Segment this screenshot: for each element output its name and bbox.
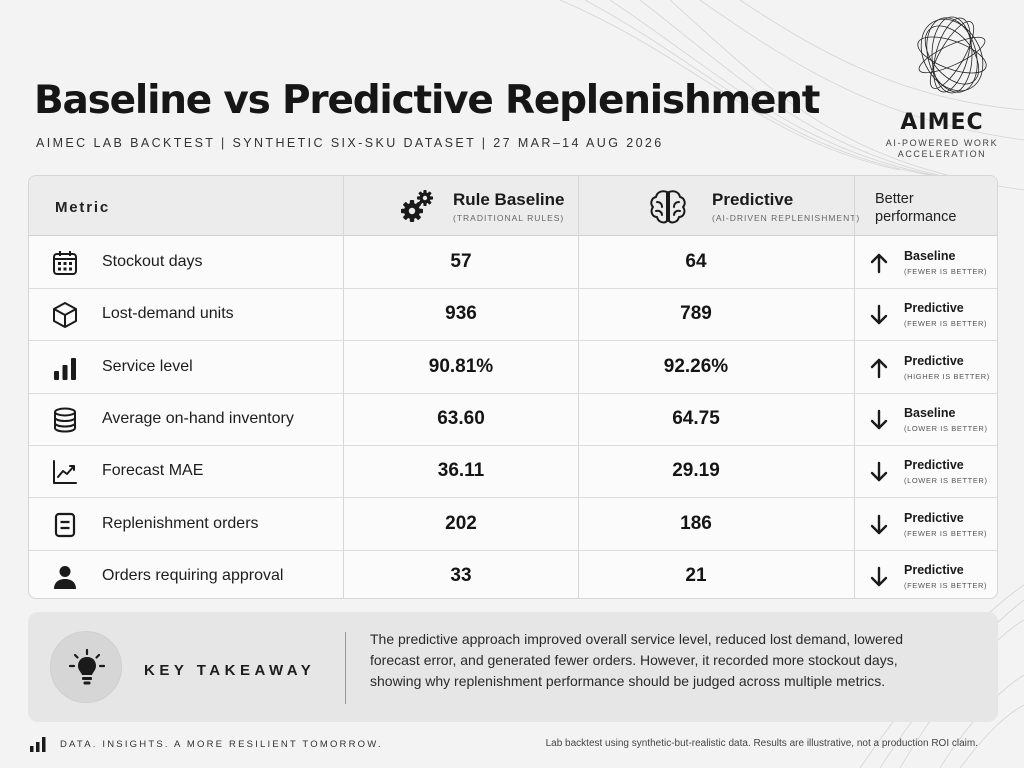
better-performer: Predictive	[904, 562, 964, 577]
better-column-header: Better performance	[875, 190, 956, 226]
footer-slogan-text: DATA. INSIGHTS. A MORE RESILIENT TOMORRO…	[60, 739, 383, 750]
predictive-column-header: Predictive (AI-DRIVEN REPLENISHMENT)	[606, 186, 859, 230]
arrow-up-icon	[867, 251, 891, 275]
arrow-down-icon	[867, 408, 891, 432]
better-criterion: (FEWER IS BETTER)	[904, 528, 988, 538]
metric-label: Service level	[102, 357, 193, 375]
metric-column-header: Metric	[55, 199, 110, 216]
predictive-value: 92.26%	[663, 355, 729, 377]
better-criterion: (FEWER IS BETTER)	[904, 319, 988, 329]
predictive-header-sub: (AI-DRIVEN REPLENISHMENT)	[712, 213, 861, 223]
brain-icon	[650, 190, 686, 224]
better-performer: Baseline	[904, 249, 956, 263]
better-performer: Predictive	[904, 301, 964, 316]
better-criterion: (FEWER IS BETTER)	[904, 580, 988, 590]
order-form-icon	[51, 511, 79, 539]
better-performer: Predictive	[904, 510, 964, 525]
column-divider	[343, 176, 344, 598]
table-row: Lost-demand units 936 789 Predictive (FEWER …	[29, 289, 997, 342]
page-title: Baseline vs Predictive Replenishment	[34, 78, 820, 123]
baseline-value: 33	[450, 564, 472, 586]
table-row: Orders requiring approval 33 21 Predictive (…	[29, 551, 997, 598]
table-header: Metric	[29, 176, 997, 236]
better-header-line2: performance	[875, 209, 957, 225]
better-performer: Predictive	[904, 353, 964, 368]
metric-label: Replenishment orders	[102, 514, 259, 532]
baseline-column-header: Rule Baseline (TRADITIONAL RULES)	[371, 186, 606, 230]
lightbulb-icon	[68, 648, 106, 685]
predictive-value: 21	[685, 564, 707, 586]
predictive-value: 789	[680, 303, 712, 325]
brand-tagline: AI-POWERED WORK ACCELERATION	[872, 138, 1012, 160]
arrow-down-icon	[867, 565, 891, 589]
metric-label: Lost-demand units	[102, 305, 234, 323]
table-row: Stockout days 57 64 Baseline (FEWER IS BETTE…	[29, 237, 997, 289]
gears-icon	[401, 190, 433, 222]
takeaway-divider	[345, 632, 346, 704]
arrow-up-icon	[867, 356, 891, 380]
column-divider	[578, 176, 579, 598]
bar-chart-icon	[51, 354, 79, 382]
arrow-down-icon	[867, 303, 891, 327]
better-performer: Predictive	[904, 458, 964, 473]
key-takeaway-panel: KEY TAKEAWAY The predictive approach imp…	[28, 612, 998, 722]
comparison-table: Metric	[28, 175, 998, 599]
predictive-value: 186	[680, 512, 712, 534]
bar-chart-icon	[30, 737, 46, 752]
brand-logo: AIMEC AI-POWERED WORK ACCELERATION	[872, 6, 1012, 159]
predictive-header-label: Predictive	[712, 190, 794, 209]
baseline-value: 90.81%	[428, 355, 494, 377]
brand-name: AIMEC	[900, 110, 984, 135]
better-header-line1: Better	[875, 191, 914, 207]
predictive-value: 64	[685, 251, 707, 272]
metric-label: Stockout days	[102, 253, 203, 270]
page-subtitle: AIMEC LAB BACKTEST | SYNTHETIC SIX-SKU D…	[36, 136, 664, 150]
user-icon	[51, 563, 79, 591]
box-icon	[51, 301, 79, 329]
line-chart-icon	[51, 458, 79, 486]
metric-label: Orders requiring approval	[102, 566, 284, 584]
metric-label: Forecast MAE	[102, 462, 204, 480]
baseline-value: 63.60	[437, 407, 485, 429]
baseline-value: 57	[450, 251, 472, 272]
better-criterion: (FEWER IS BETTER)	[904, 267, 988, 276]
better-criterion: (LOWER IS BETTER)	[904, 476, 988, 486]
brand-tagline-line2: ACCELERATION	[897, 149, 987, 159]
takeaway-text: The predictive approach improved overall…	[370, 631, 904, 689]
table-row: Average on-hand inventory 63.60 64.75 Basel…	[29, 394, 997, 446]
table-row: Replenishment orders 202 186 Predictive (FEW…	[29, 499, 997, 551]
metric-label: Average on-hand inventory	[102, 409, 294, 427]
database-icon	[51, 406, 79, 434]
footer-disclaimer: Lab backtest using synthetic-but-realist…	[545, 738, 978, 749]
baseline-value: 936	[445, 303, 477, 325]
takeaway-icon-badge	[50, 631, 122, 703]
table-row: Forecast MAE 36.11 29.19 Predictive (LOWER I…	[29, 446, 997, 499]
predictive-value: 64.75	[672, 407, 720, 429]
baseline-header-sub: (TRADITIONAL RULES)	[453, 213, 565, 223]
arrow-down-icon	[867, 513, 891, 537]
takeaway-label: KEY TAKEAWAY	[144, 662, 316, 679]
better-criterion: (HIGHER IS BETTER)	[904, 371, 990, 381]
baseline-header-label: Rule Baseline	[453, 190, 565, 209]
baseline-value: 202	[445, 512, 477, 534]
column-divider	[854, 176, 855, 598]
calendar-icon	[51, 249, 79, 277]
brand-tagline-line1: AI-POWERED WORK	[885, 138, 999, 148]
table-row: Service level 90.81% 92.26% Predictive (HIGH…	[29, 342, 997, 394]
arrow-down-icon	[867, 460, 891, 484]
better-criterion: (LOWER IS BETTER)	[904, 423, 988, 433]
better-performer: Baseline	[904, 405, 956, 420]
baseline-value: 36.11	[437, 460, 485, 482]
wireframe-sphere-icon	[917, 16, 987, 94]
predictive-value: 29.19	[672, 460, 720, 482]
